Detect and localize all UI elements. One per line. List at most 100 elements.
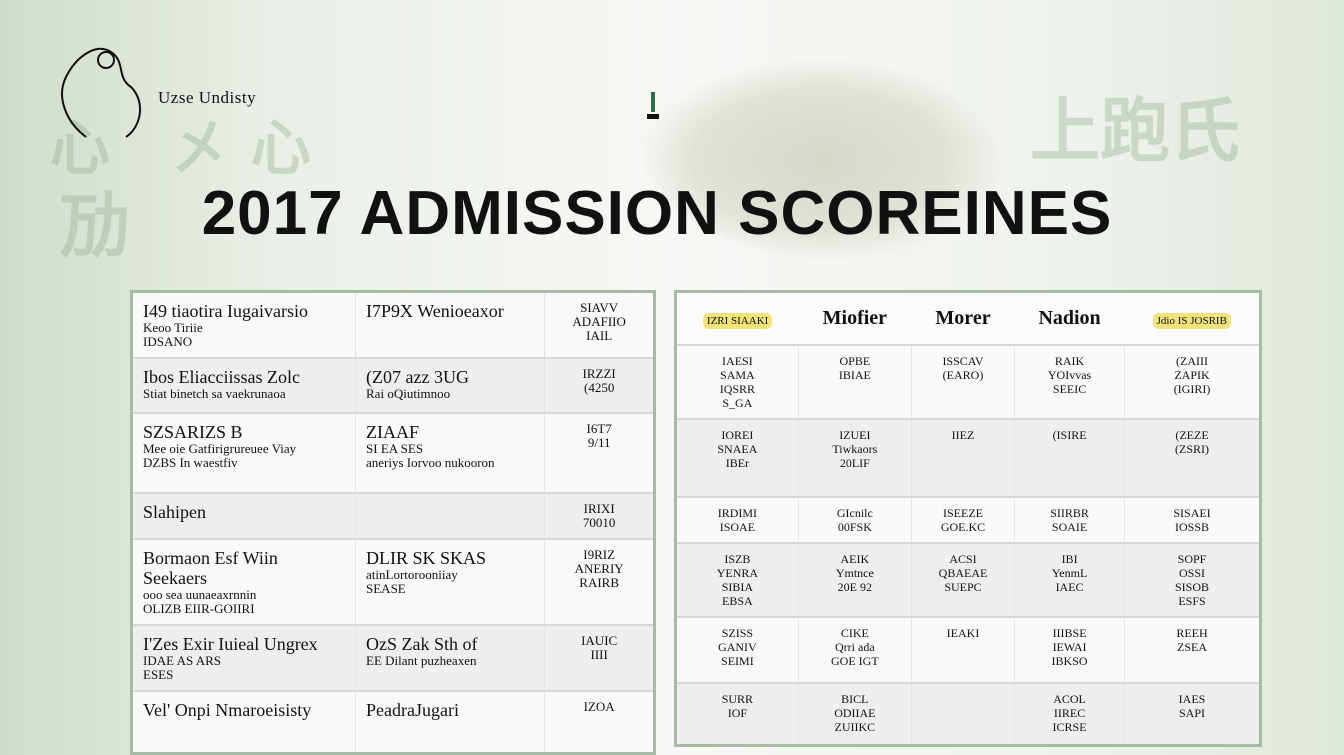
cell-text: Mee oie Gatfirigrureuee Viay [143,441,297,456]
cell-text: (ZEZE [1175,428,1209,442]
cell-text: GOE IGT [831,654,879,668]
cell-text: IZUEI [839,428,871,442]
calligraphy-decoration: 心 㐅 心 [50,114,311,184]
table-cell: IEAKI [911,617,1016,684]
cell-text: AEIK [840,552,870,566]
table-cell: AEIK Ymtnce 20E 92 [798,543,912,618]
cell-text: ACSI [949,552,977,566]
cell-text: IAES [1178,692,1206,706]
cell-text: OzS Zak Sth of [366,634,478,654]
table-cell: IZOA [544,691,655,754]
table-cell: GIcnilc 00FSK [798,497,912,544]
table-row: I49 tiaotira Iugaivarsio Keoo Tiriie IDSAN… [131,291,655,359]
table-row: SURR IOF BICL ODIIAE ZUIIKC ACOL IIREC ICRSE IAE… [675,683,1261,746]
cell-text: (ISIRE [1052,428,1087,442]
cell-text: ZSEA [1177,640,1208,654]
cell-text: Rai oQiutimnoo [366,386,451,401]
cell-text: IRZZI [582,366,616,381]
cell-text: EBSA [722,594,753,608]
column-header: Nadion [1014,291,1125,346]
table-cell: SZSARIZS B Mee oie Gatfirigrureuee Viay DZ… [131,413,357,494]
table-cell: ZIAAF SI EA SES aneriys Iorvoo nukooron [355,413,546,494]
cell-text: (ZAIII [1176,354,1208,368]
cell-text: IDSANO [143,334,193,349]
cell-text: Vel' Onpi Nmaroeisisty [143,700,312,720]
cell-text: OSSI [1179,566,1206,580]
cell-text: IOREI [721,428,754,442]
table-cell: Slahipen [131,493,357,540]
table-cell: SZISS GANIV SEIMI [675,617,799,684]
cell-text: DZBS In waestfiv [143,455,238,470]
cell-text: Tiwkaors [832,442,878,456]
table-cell: CIKE Qrri ada GOE IGT [798,617,912,684]
cell-text: (Z07 azz 3UG [366,367,469,387]
map-silhouette [640,60,1000,260]
table-cell: IAESI SAMA IQSRR S_GA [675,345,799,420]
table-row: IAESI SAMA IQSRR S_GA OPBE IBIAE ISSCAV (EARO) R… [675,345,1261,420]
table-cell: RAIK YOIvvas SEEIC [1014,345,1126,420]
cell-text: ICRSE [1052,720,1087,734]
cell-text: ISZB [724,552,751,566]
table-row: Slahipen IRIXI 70010 [131,493,655,540]
table-cell: Bormaon Esf Wiin Seekaers ooo sea uunaeax… [131,539,357,626]
table-row: Bormaon Esf Wiin Seekaers ooo sea uunaeax… [131,539,655,626]
cell-text: I9RIZ [583,547,616,562]
cell-text: IRIXI [583,501,615,516]
cell-text: Bormaon Esf Wiin Seekaers [143,548,278,588]
cell-text: S_GA [722,396,753,410]
table-cell: IZUEI Tiwkaors 20LIF [798,419,912,498]
column-header: Morer [911,291,1015,346]
table-cell: ACSI QBAEAE SUEPC [911,543,1016,618]
cell-text: atinLortorooniiay [366,567,458,582]
cell-text: SEEIC [1052,382,1087,396]
table-cell: SISAEI IOSSB [1124,497,1261,544]
cell-text: SNAEA [717,442,758,456]
table-row: ISZB YENRA SIBIA EBSA AEIK Ymtnce 20E 92 ACSI QB… [675,543,1261,618]
table-cell: IRZZI (4250 [544,358,655,414]
table-cell: DLIR SK SKAS atinLortorooniiay SEASE [355,539,546,626]
cell-text: Stiat binetch sa vaekrunaoa [143,386,286,401]
cell-text: SI EA SES [366,441,424,456]
cell-text: SIIRBR [1050,506,1089,520]
cell-text: IQSRR [719,382,756,396]
cell-text: 00FSK [837,520,872,534]
cell-text: EE Dilant puzheaxen [366,653,477,668]
header-label: Miofier [822,307,888,329]
table-cell: I9RIZ ANERIY RAIRB [544,539,655,626]
cell-text: YENRA [716,566,759,580]
cell-text: (4250 [583,380,615,395]
table-cell: (ZEZE (ZSRI) [1124,419,1261,498]
cell-text: ZIAAF [366,422,420,442]
table-cell: (Z07 azz 3UG Rai oQiutimnoo [355,358,546,414]
cell-text: SEASE [366,581,406,596]
cell-text: IBEr [725,456,750,470]
cell-text: OPBE [839,354,871,368]
cell-text: SAPI [1179,706,1206,720]
cell-text: IRDIMI [717,506,758,520]
table-cell: I6T7 9/11 [544,413,655,494]
table-cell [355,493,546,540]
cell-text: 70010 [582,515,616,530]
cell-text: SOPF [1177,552,1207,566]
cell-text: YOIvvas [1047,368,1092,382]
cell-text: Slahipen [143,502,206,522]
table-cell: I'Zes Exir Iuieal Ungrex IDAE AS ARS ESES [131,625,357,692]
table-cell: ISZB YENRA SIBIA EBSA [675,543,799,618]
cell-text: BICL [841,692,869,706]
cell-text: ISSCAV [942,354,984,368]
cell-text: ANERIY [574,561,624,576]
university-name: Uzse Undisty [158,88,257,107]
cell-text: Keoo Tiriie [143,320,203,335]
cell-text: SZSARIZS B [143,422,243,442]
cell-text: ACOL [1053,692,1086,706]
table-cell: REEH ZSEA [1124,617,1261,684]
table-cell: ISSCAV (EARO) [911,345,1016,420]
table-cell: (ZAIII ZAPIK (IGIRI) [1124,345,1261,420]
table-cell: SIAVV ADAFIIO IAIL [544,291,655,359]
cell-text: Ymtnce [835,566,874,580]
cell-text: ooo sea uunaeaxrnnin [143,587,257,602]
cell-text: SEIMI [721,654,754,668]
left-score-table: I49 tiaotira Iugaivarsio Keoo Tiriie IDSAN… [130,290,656,755]
cell-text: SZISS [721,626,754,640]
table-row: SZSARIZS B Mee oie Gatfirigrureuee Viay DZ… [131,413,655,494]
